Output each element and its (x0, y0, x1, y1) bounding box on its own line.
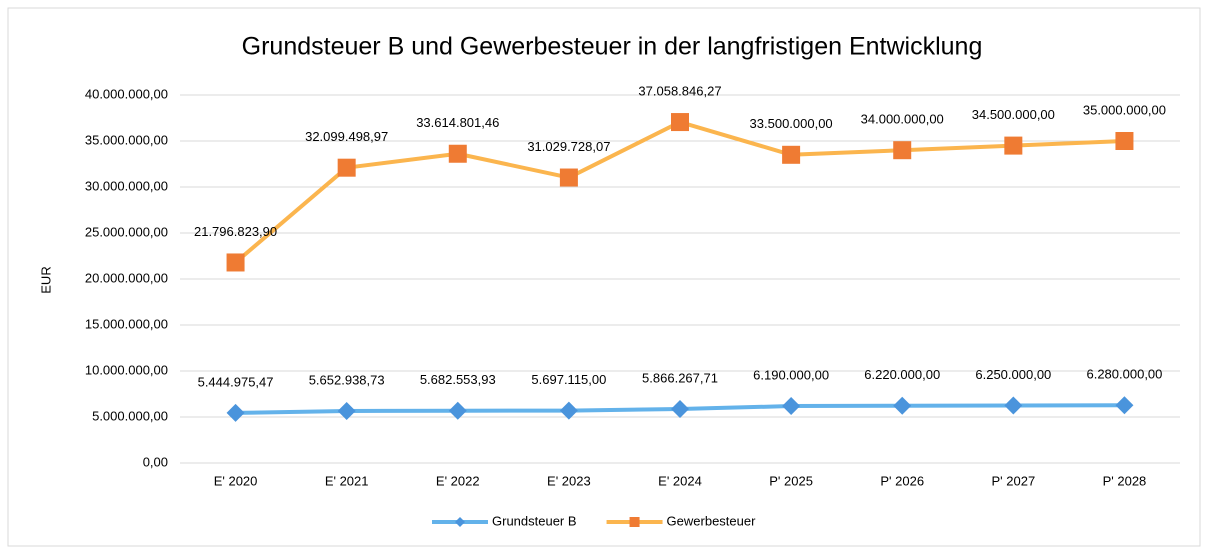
data-label: 5.682.553,93 (420, 372, 496, 387)
y-tick-label: 10.000.000,00 (85, 362, 168, 377)
marker (782, 397, 801, 416)
y-tick-label: 20.000.000,00 (85, 270, 168, 285)
data-label: 6.250.000,00 (975, 367, 1051, 382)
legend-label: Grundsteuer B (492, 513, 577, 528)
y-axis-label: EUR (38, 266, 53, 293)
x-tick-label: P' 2026 (880, 473, 924, 488)
legend-marker (629, 517, 640, 527)
x-tick-label: P' 2025 (769, 473, 813, 488)
data-label: 6.220.000,00 (864, 367, 940, 382)
legend-label: Gewerbesteuer (667, 513, 757, 528)
data-label: 5.866.267,71 (642, 370, 718, 385)
x-tick-label: E' 2024 (658, 473, 702, 488)
x-tick-label: E' 2021 (325, 473, 369, 488)
marker (1115, 396, 1134, 415)
data-label: 6.280.000,00 (1086, 367, 1162, 382)
data-label: 34.500.000,00 (972, 107, 1055, 122)
data-label: 6.190.000,00 (753, 367, 829, 382)
marker (671, 400, 689, 419)
chart-frame (7, 7, 1201, 547)
marker (448, 144, 467, 163)
marker (893, 141, 912, 160)
data-label: 32.099.498,97 (305, 129, 388, 144)
marker (1115, 132, 1134, 150)
marker (226, 253, 245, 272)
data-label: 35.000.000,00 (1083, 102, 1166, 117)
marker (671, 113, 689, 132)
marker (1004, 396, 1023, 415)
y-tick-label: 40.000.000,00 (85, 86, 168, 101)
marker (782, 145, 801, 164)
marker (559, 168, 578, 187)
marker (893, 396, 912, 415)
marker (226, 403, 245, 422)
marker (337, 401, 356, 420)
y-tick-label: 5.000.000,00 (92, 408, 168, 423)
data-label: 31.029.728,07 (527, 139, 610, 154)
data-label: 21.796.823,90 (194, 224, 277, 239)
marker (337, 158, 356, 177)
marker (448, 401, 467, 420)
x-tick-label: E' 2020 (214, 473, 258, 488)
data-label: 5.652.938,73 (309, 372, 385, 387)
x-tick-label: E' 2022 (436, 473, 480, 488)
data-label: 37.058.846,27 (638, 83, 721, 98)
y-tick-label: 15.000.000,00 (85, 316, 168, 331)
y-tick-label: 0,00 (143, 454, 168, 469)
y-tick-label: 35.000.000,00 (85, 132, 168, 147)
legend-marker (455, 517, 465, 527)
marker (1004, 136, 1023, 155)
chart-title: Grundsteuer B und Gewerbesteuer in der l… (242, 33, 983, 61)
data-label: 5.444.975,47 (198, 374, 274, 389)
data-label: 34.000.000,00 (861, 112, 944, 127)
x-tick-label: P' 2027 (991, 473, 1035, 488)
x-tick-label: E' 2023 (547, 473, 591, 488)
data-label: 5.697.115,00 (531, 372, 606, 387)
data-label: 33.614.801,46 (416, 115, 499, 130)
data-label: 33.500.000,00 (750, 116, 833, 131)
y-tick-label: 25.000.000,00 (85, 224, 168, 239)
y-tick-label: 30.000.000,00 (85, 178, 168, 193)
marker (559, 401, 578, 420)
x-tick-label: P' 2028 (1103, 473, 1147, 488)
